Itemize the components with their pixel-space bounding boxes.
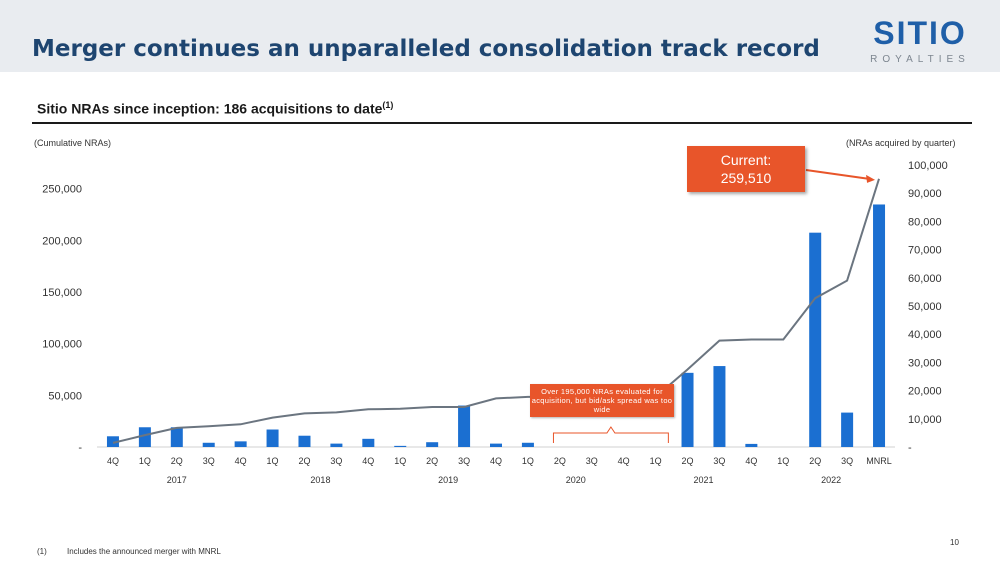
cumulative-line	[112, 178, 880, 444]
category-label: 1Q	[777, 456, 789, 466]
bar	[521, 442, 534, 447]
left-tick-label: 250,000	[42, 184, 82, 196]
category-label: 1Q	[139, 456, 151, 466]
category-label: 3Q	[203, 456, 215, 466]
annotation-bracket	[552, 426, 669, 443]
category-label: 1Q	[650, 456, 662, 466]
category-label: 4Q	[618, 456, 630, 466]
category-label: 3Q	[713, 456, 725, 466]
category-label: 4Q	[107, 456, 119, 466]
callout-arrowhead	[866, 174, 876, 183]
header-band	[0, 0, 1000, 72]
right-tick-label: 60,000	[908, 273, 942, 285]
category-label: 3Q	[841, 456, 853, 466]
page-number: 10	[950, 538, 959, 547]
left-tick-label: -	[78, 442, 82, 454]
year-label: 2021	[693, 475, 713, 485]
bar	[362, 438, 375, 447]
bar	[745, 443, 758, 447]
left-tick-label: 200,000	[42, 235, 82, 247]
year-label: 2017	[167, 475, 187, 485]
logo-word: SITIO	[873, 15, 967, 51]
category-label: 2Q	[171, 456, 183, 466]
bar	[681, 372, 694, 447]
category-label: 4Q	[362, 456, 374, 466]
left-tick-label: 100,000	[42, 339, 82, 351]
year-label: 2019	[438, 475, 458, 485]
footnote-number: (1)	[37, 547, 47, 556]
right-tick-label: 20,000	[908, 386, 942, 398]
current-callout: Current: 259,510	[687, 146, 805, 192]
bar	[713, 366, 726, 447]
category-label: 2Q	[809, 456, 821, 466]
category-label: 3Q	[330, 456, 342, 466]
category-label: MNRL	[866, 456, 892, 466]
category-label: 1Q	[267, 456, 279, 466]
left-tick-label: 150,000	[42, 287, 82, 299]
bar	[426, 442, 439, 447]
bar	[106, 436, 119, 447]
bar	[458, 405, 471, 447]
bar	[809, 232, 822, 447]
right-tick-label: 100,000	[908, 160, 948, 172]
left-axis-note: (Cumulative NRAs)	[34, 138, 112, 148]
footnote: (1) Includes the announced merger with MN…	[37, 547, 221, 556]
year-label: 2022	[821, 475, 841, 485]
bar	[266, 429, 279, 447]
bar	[298, 435, 311, 447]
evaluation-annotation: Over 195,000 NRAs evaluated for acquisit…	[530, 384, 674, 417]
bar	[202, 442, 215, 447]
right-axis-note: (NRAs acquired by quarter)	[846, 138, 956, 148]
right-tick-label: 90,000	[908, 188, 942, 200]
category-label: 1Q	[394, 456, 406, 466]
category-label: 2Q	[554, 456, 566, 466]
bar	[490, 443, 502, 447]
bar	[841, 412, 854, 447]
bar	[234, 441, 247, 447]
bar	[394, 445, 407, 447]
category-label: 4Q	[235, 456, 247, 466]
category-label: 2Q	[426, 456, 438, 466]
chart-subtitle: Sitio NRAs since inception: 186 acquisit…	[37, 100, 393, 117]
right-tick-label: 70,000	[908, 245, 942, 257]
company-logo: SITIO ROYALTIES	[870, 15, 970, 65]
category-label: 3Q	[586, 456, 598, 466]
right-tick-label: 50,000	[908, 301, 942, 313]
footnote-text: Includes the announced merger with MNRL	[67, 547, 221, 556]
right-tick-label: 30,000	[908, 357, 942, 369]
subtitle-text: Sitio NRAs since inception: 186 acquisit…	[37, 100, 383, 117]
bar	[138, 427, 151, 447]
subtitle-footnote-ref: (1)	[382, 100, 394, 110]
category-label: 3Q	[458, 456, 470, 466]
category-label: 2Q	[682, 456, 694, 466]
right-tick-label: 10,000	[908, 414, 942, 426]
callout-arrow	[805, 169, 870, 180]
year-label: 2020	[566, 475, 586, 485]
category-label: 4Q	[490, 456, 502, 466]
right-tick-label: -	[908, 442, 912, 454]
page-title: Merger continues an unparalleled consoli…	[32, 36, 820, 62]
callout-label: Current:	[720, 152, 772, 168]
right-tick-label: 40,000	[908, 329, 942, 341]
left-tick-label: 50,000	[48, 390, 82, 402]
callout-value: 259,510	[720, 170, 772, 186]
bar	[330, 443, 343, 447]
category-label: 2Q	[298, 456, 310, 466]
bar	[873, 204, 886, 447]
category-label: 4Q	[745, 456, 757, 466]
bar	[170, 427, 183, 447]
right-tick-label: 80,000	[908, 216, 942, 228]
category-label: 1Q	[522, 456, 534, 466]
subtitle-divider	[32, 122, 972, 124]
year-label: 2018	[310, 475, 330, 485]
logo-sub: ROYALTIES	[870, 54, 970, 65]
